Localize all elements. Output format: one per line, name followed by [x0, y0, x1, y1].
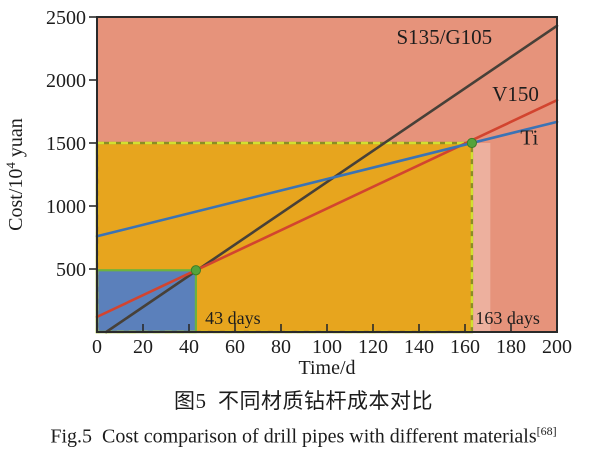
figure-caption-english-text: Fig.5 Cost comparison of drill pipes wit… [50, 425, 537, 448]
figure-caption-english: Fig.5 Cost comparison of drill pipes wit… [0, 424, 607, 449]
y-axis-label: Cost/104 yuan [3, 118, 27, 231]
x-tick-label: 60 [225, 336, 245, 358]
y-tick-label: 2000 [46, 70, 86, 92]
breakeven-marker [466, 137, 477, 149]
x-tick-label: 40 [179, 336, 199, 358]
x-tick-label: 140 [404, 336, 434, 358]
x-tick-label: 20 [133, 336, 153, 358]
series-line-ti [95, 120, 559, 238]
x-tick-label: 180 [496, 336, 526, 358]
x-tick-label: 100 [312, 336, 342, 358]
annotation-43-days: 43 days [205, 308, 261, 328]
x-tick-label: 160 [450, 336, 480, 358]
breakeven-marker [190, 265, 201, 276]
y-tick-label: 2500 [46, 7, 86, 29]
x-tick-label: 0 [92, 336, 102, 358]
figure-caption-reference: [68] [536, 424, 557, 438]
x-tick-label: 200 [542, 336, 572, 358]
y-tick-label: 1000 [46, 196, 86, 218]
region-below-490-before-43d [97, 270, 196, 332]
plot-frame [96, 16, 558, 333]
series-label-ti: Ti [520, 125, 538, 149]
cost-comparison-chart: 0 20 40 60 80 100 120 140 160 180 200 500 1000 1500 20… [3, 7, 572, 379]
series-label-s135-g105: S135/G105 [396, 25, 492, 49]
series-label-v150: V150 [492, 82, 539, 106]
figure-caption-chinese: 图5 不同材质钻杆成本对比 [174, 389, 433, 413]
x-tick-label: 120 [358, 336, 388, 358]
region-highlight-strip-after-163d [473, 143, 491, 332]
x-axis-label: Time/d [298, 357, 355, 379]
series-line-v150 [95, 98, 559, 319]
y-tick-label: 1500 [46, 133, 86, 155]
y-tick-label: 500 [56, 259, 86, 281]
x-tick-label: 80 [271, 336, 291, 358]
annotation-163-days: 163 days [475, 308, 539, 328]
